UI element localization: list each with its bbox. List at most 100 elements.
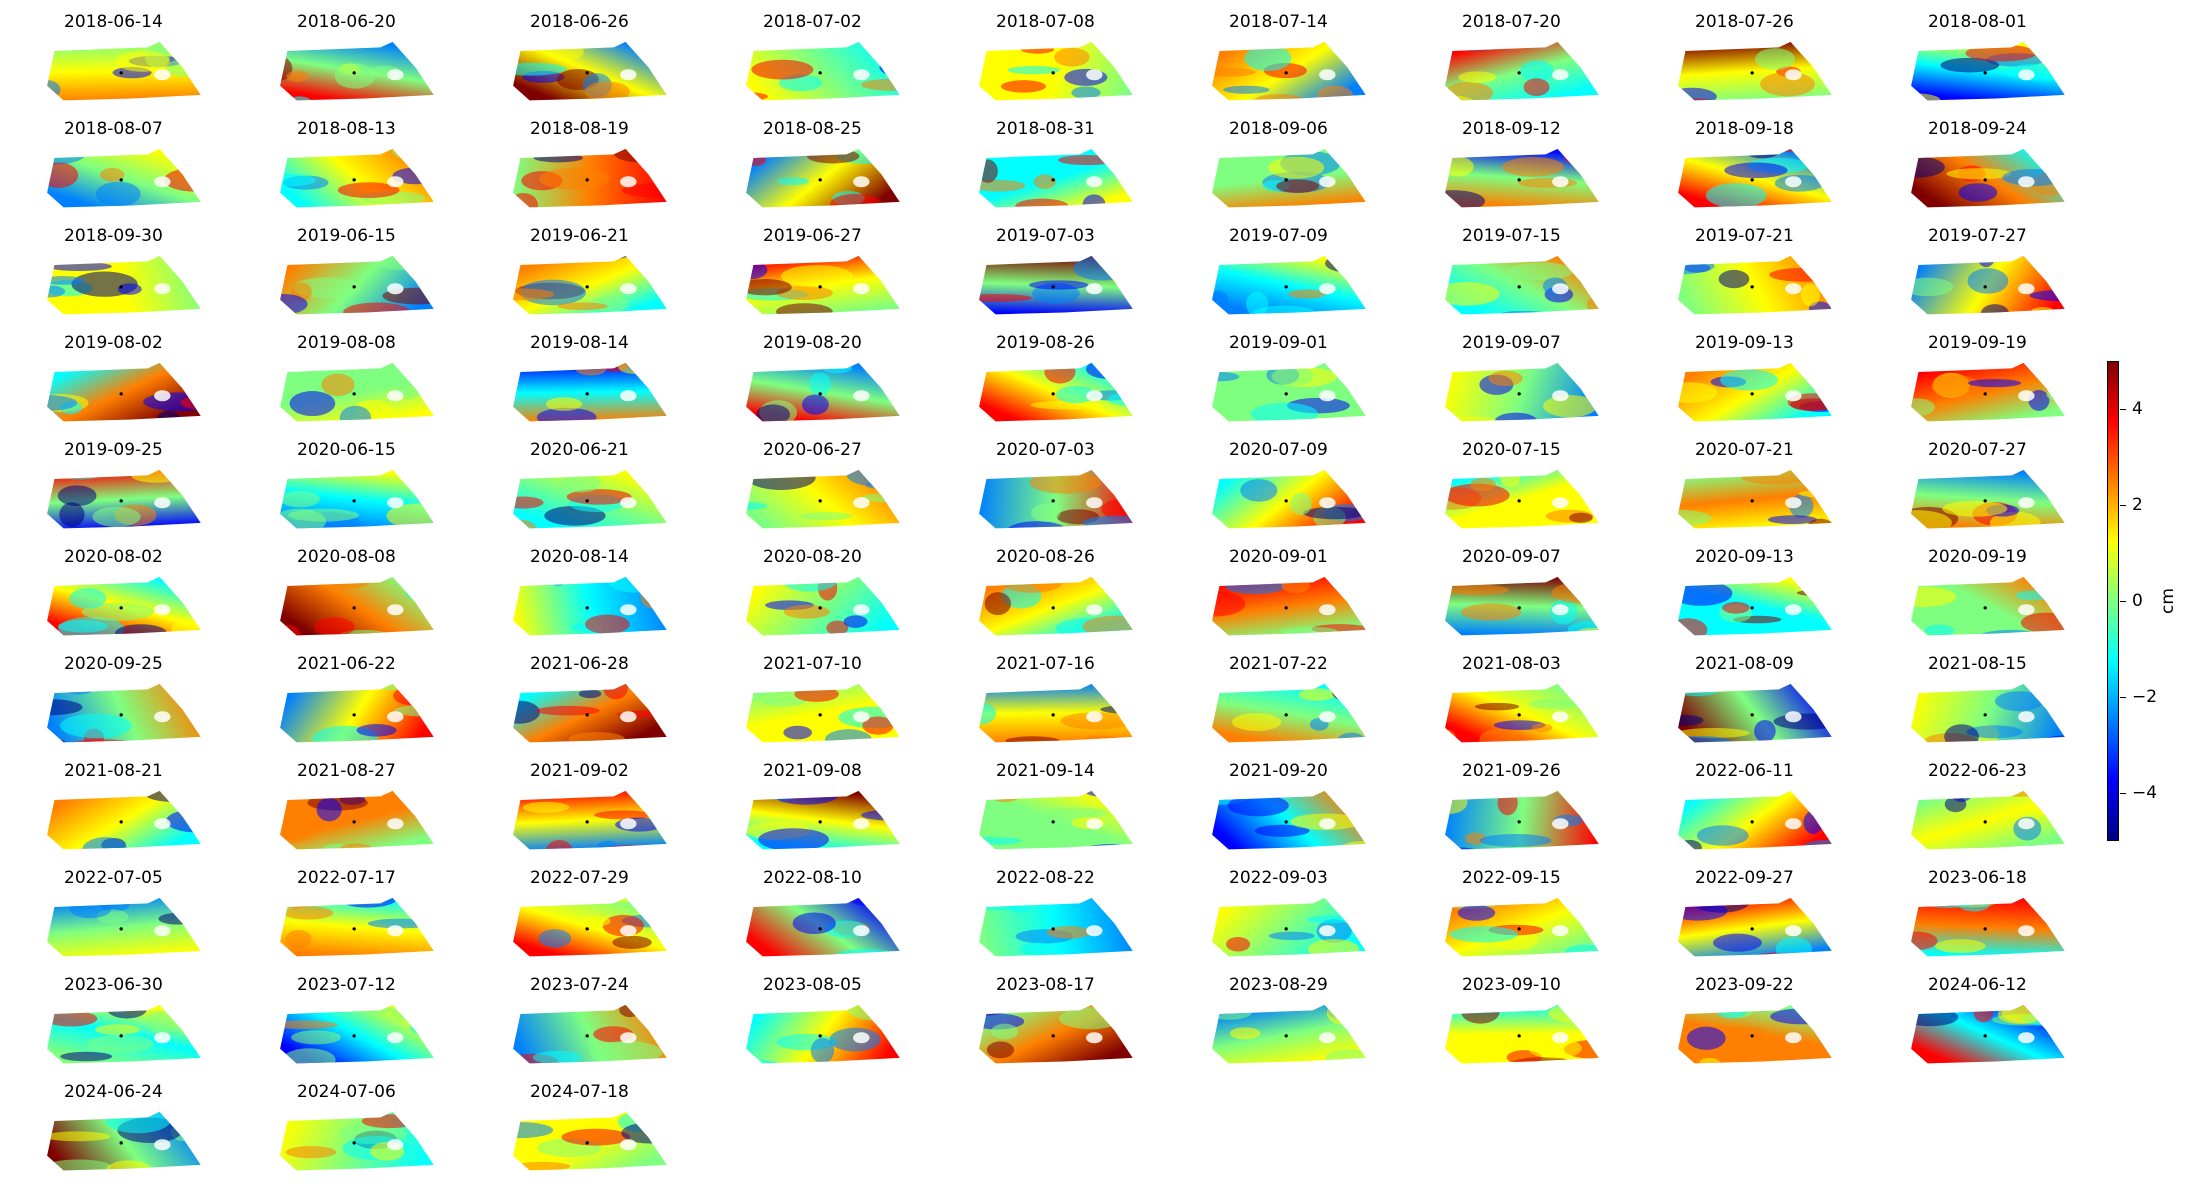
panel-date-label: 2021-09-08 — [763, 761, 862, 781]
panel-date-label: 2018-09-12 — [1462, 119, 1561, 139]
interferogram-map — [979, 255, 1133, 315]
panel-date-label: 2020-06-15 — [297, 440, 396, 460]
interferogram-map — [1911, 576, 2065, 636]
panel-date-label: 2020-09-25 — [64, 654, 163, 674]
panel-date-label: 2019-09-01 — [1229, 333, 1328, 353]
colorbar-tick-label: −2 — [2132, 687, 2158, 707]
interferogram-map — [513, 790, 667, 850]
interferogram-map — [1212, 897, 1366, 957]
panel-date-label: 2021-09-02 — [530, 761, 629, 781]
panel-date-label: 2020-09-07 — [1462, 547, 1561, 567]
panel-date-label: 2020-08-02 — [64, 547, 163, 567]
interferogram-map — [1678, 897, 1832, 957]
interferogram-map — [1678, 41, 1832, 101]
interferogram-map — [1911, 1004, 2065, 1064]
interferogram-map — [513, 362, 667, 422]
panel-date-label: 2019-06-21 — [530, 226, 629, 246]
panel-date-label: 2024-07-18 — [530, 1082, 629, 1102]
panel-date-label: 2019-09-19 — [1928, 333, 2027, 353]
panel-date-label: 2023-07-24 — [530, 975, 629, 995]
colorbar-tick-label: 2 — [2132, 495, 2143, 515]
panel-date-label: 2021-08-09 — [1695, 654, 1794, 674]
interferogram-map — [280, 1004, 434, 1064]
interferogram-map — [513, 1111, 667, 1171]
panel-date-label: 2020-06-27 — [763, 440, 862, 460]
colorbar-tick-label: −4 — [2132, 783, 2158, 803]
panel-date-label: 2019-08-08 — [297, 333, 396, 353]
interferogram-map — [746, 897, 900, 957]
interferogram-map — [513, 683, 667, 743]
interferogram-map — [1445, 1004, 1599, 1064]
interferogram-map — [47, 1111, 201, 1171]
interferogram-map — [746, 148, 900, 208]
interferogram-map — [513, 148, 667, 208]
interferogram-map — [1445, 469, 1599, 529]
interferogram-map — [47, 1004, 201, 1064]
panel-date-label: 2019-06-15 — [297, 226, 396, 246]
interferogram-map — [746, 362, 900, 422]
interferogram-map — [746, 469, 900, 529]
interferogram-map — [979, 897, 1133, 957]
interferogram-map — [280, 683, 434, 743]
colorbar-unit-label: cm — [2158, 588, 2178, 614]
panel-date-label: 2019-07-27 — [1928, 226, 2027, 246]
panel-date-label: 2018-09-30 — [64, 226, 163, 246]
panel-date-label: 2023-06-18 — [1928, 868, 2027, 888]
panel-date-label: 2018-08-07 — [64, 119, 163, 139]
interferogram-map — [513, 255, 667, 315]
interferogram-map — [47, 897, 201, 957]
panel-date-label: 2023-06-30 — [64, 975, 163, 995]
interferogram-map — [1678, 255, 1832, 315]
interferogram-map — [1212, 362, 1366, 422]
interferogram-map — [1911, 362, 2065, 422]
panel-date-label: 2018-09-24 — [1928, 119, 2027, 139]
interferogram-map — [47, 148, 201, 208]
interferogram-map — [513, 1004, 667, 1064]
panel-date-label: 2018-06-14 — [64, 12, 163, 32]
interferogram-map — [1445, 790, 1599, 850]
panel-date-label: 2018-07-02 — [763, 12, 862, 32]
panel-date-label: 2019-08-14 — [530, 333, 629, 353]
interferogram-map — [1678, 1004, 1832, 1064]
panel-date-label: 2020-08-26 — [996, 547, 1095, 567]
colorbar-tick-label: 4 — [2132, 399, 2143, 419]
panel-date-label: 2021-09-20 — [1229, 761, 1328, 781]
interferogram-map — [1212, 469, 1366, 529]
interferogram-map — [979, 576, 1133, 636]
panel-date-label: 2019-09-13 — [1695, 333, 1794, 353]
panel-date-label: 2019-08-20 — [763, 333, 862, 353]
panel-date-label: 2020-06-21 — [530, 440, 629, 460]
interferogram-map — [1678, 683, 1832, 743]
panel-date-label: 2021-07-22 — [1229, 654, 1328, 674]
panel-date-label: 2024-06-12 — [1928, 975, 2027, 995]
interferogram-map — [1911, 148, 2065, 208]
interferogram-map — [1911, 41, 2065, 101]
panel-date-label: 2020-07-03 — [996, 440, 1095, 460]
panel-date-label: 2019-09-07 — [1462, 333, 1561, 353]
interferogram-map — [47, 576, 201, 636]
interferogram-map — [1678, 148, 1832, 208]
interferogram-map — [1678, 469, 1832, 529]
panel-date-label: 2020-08-14 — [530, 547, 629, 567]
panel-date-label: 2021-08-15 — [1928, 654, 2027, 674]
interferogram-map — [1445, 255, 1599, 315]
interferogram-map — [1911, 469, 2065, 529]
panel-date-label: 2021-06-28 — [530, 654, 629, 674]
interferogram-map — [979, 41, 1133, 101]
colorbar-tick — [2120, 505, 2126, 506]
panel-date-label: 2018-09-06 — [1229, 119, 1328, 139]
panel-date-label: 2022-08-10 — [763, 868, 862, 888]
interferogram-map — [1678, 362, 1832, 422]
interferogram-map — [1911, 255, 2065, 315]
interferogram-map — [513, 41, 667, 101]
panel-date-label: 2018-07-20 — [1462, 12, 1561, 32]
panel-date-label: 2019-07-15 — [1462, 226, 1561, 246]
panel-date-label: 2019-08-02 — [64, 333, 163, 353]
interferogram-map — [1212, 683, 1366, 743]
panel-date-label: 2018-08-25 — [763, 119, 862, 139]
interferogram-map — [1212, 790, 1366, 850]
interferogram-map — [1445, 41, 1599, 101]
interferogram-map — [47, 683, 201, 743]
panel-date-label: 2023-08-05 — [763, 975, 862, 995]
